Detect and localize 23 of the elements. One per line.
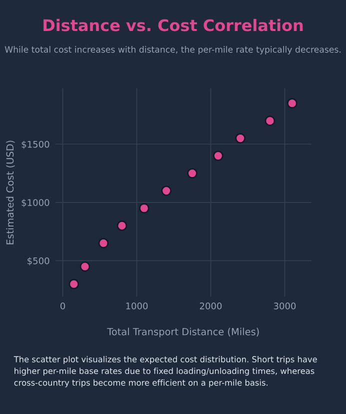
point [116,220,128,231]
x-axis-title: Total Transport Distance (Miles) [107,328,259,338]
point [187,168,198,178]
chart-subtitle: While total cost increases with distance, the per-mile rate typically decreases. [4,46,341,54]
x-tick-label: 0 [60,302,66,310]
point [286,98,298,109]
point [235,133,246,144]
point [98,238,109,248]
point [138,203,150,214]
y-tick-label: $1000 [22,198,50,208]
text: The scatter plot visualizes the expected cost distribution. Short trips have higher per-mile base rates due to fixed loading/unloading times, whereas cross-country trips become more efficient on a per-mile basis. [14,356,317,388]
point [212,150,224,161]
point [264,116,276,126]
y-axis-title: Estimated Cost (USD) [6,140,15,244]
point [68,278,80,290]
point [80,261,90,272]
x-tick-label: 1000 [126,302,148,310]
y-tick-label: $500 [28,257,50,266]
y-tick-label: $1500 [22,140,50,149]
x-tick-label: 3000 [274,302,296,310]
chart-title: Distance vs. Cost Correlation [44,18,303,32]
point [161,186,172,196]
x-tick-label: 2000 [200,302,222,310]
